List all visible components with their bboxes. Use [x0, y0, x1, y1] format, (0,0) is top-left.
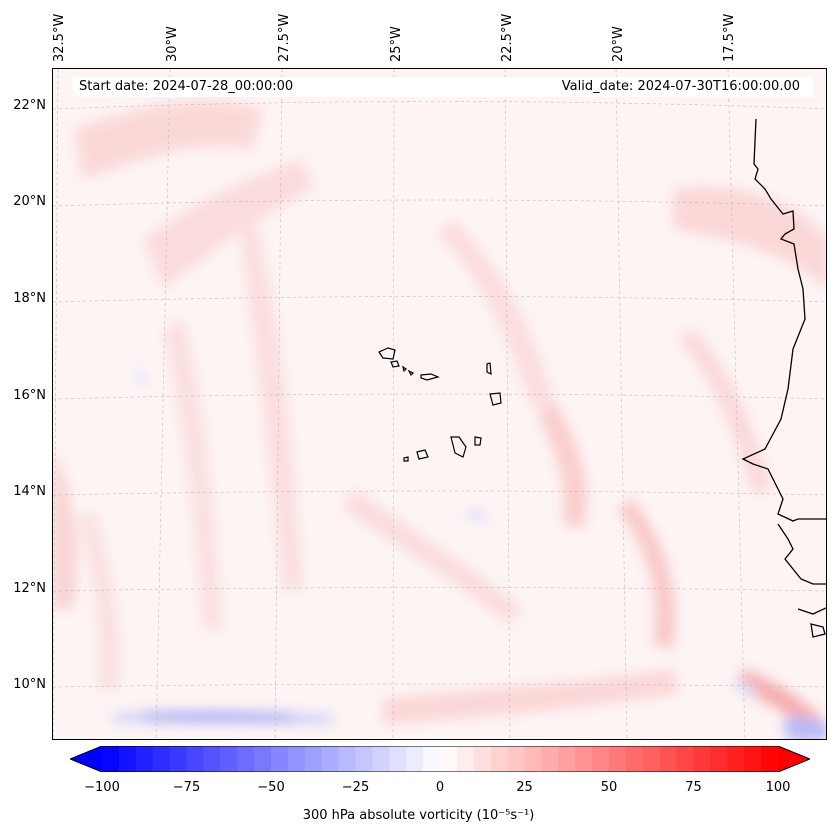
longitude-label: 30°W	[165, 26, 180, 62]
longitude-label: 20°W	[611, 26, 626, 62]
colorbar-swatch	[625, 746, 644, 772]
colorbar-swatch	[609, 746, 627, 772]
vorticity-field	[53, 69, 826, 739]
colorbar-swatch	[676, 746, 694, 772]
latitude-label: 18°N	[13, 291, 46, 306]
colorbar-swatch	[338, 746, 356, 772]
colorbar-swatch	[524, 746, 542, 772]
colorbar-swatch	[118, 746, 137, 772]
colorbar-swatch	[304, 746, 323, 772]
longitude-label: 27.5°W	[277, 13, 292, 62]
vorticity-shading	[53, 100, 826, 739]
colorbar-label: 300 hPa absolute vorticity (10⁻⁵s⁻¹)	[302, 808, 535, 823]
colorbar-swatch	[287, 746, 306, 772]
colorbar-swatch	[659, 746, 678, 772]
date-banner	[73, 77, 813, 97]
colorbar-swatch	[169, 746, 187, 772]
colorbar-swatch	[406, 746, 424, 772]
graticule	[53, 69, 826, 739]
colorbar-swatch	[423, 746, 441, 772]
colorbar-swatch	[135, 746, 154, 772]
colorbar-tick-label: 0	[435, 780, 445, 795]
colorbar-swatch	[744, 746, 762, 772]
colorbar-swatch	[592, 746, 610, 772]
valid-date: Valid_date: 2024-07-30T16:00:00.00	[561, 79, 800, 94]
colorbar-swatch	[271, 746, 289, 772]
colorbar-swatch	[761, 746, 779, 772]
colorbar-swatch	[321, 746, 340, 772]
longitude-label: 25°W	[389, 26, 404, 62]
colorbar-swatch	[389, 746, 407, 772]
colorbar-tick-label: 50	[600, 780, 618, 795]
latitude-label: 12°N	[13, 581, 46, 596]
colorbar-swatch	[710, 746, 728, 772]
colorbar-tick-label: −50	[257, 780, 285, 795]
colorbar-swatch	[152, 746, 171, 772]
colorbar-tick-label: 100	[765, 780, 791, 795]
colorbar-swatch	[473, 746, 492, 772]
colorbar-swatch	[102, 746, 120, 772]
longitude-label: 32.5°W	[52, 13, 67, 62]
colorbar-swatch	[642, 746, 661, 772]
colorbar-swatch	[440, 746, 458, 772]
colorbar-swatch	[693, 746, 711, 772]
longitude-label: 22.5°W	[500, 13, 515, 62]
coastline	[741, 118, 826, 638]
colorbar-swatch	[203, 746, 221, 772]
colorbar-swatch	[220, 746, 238, 772]
colorbar-min-extend	[70, 746, 102, 772]
colorbar-swatch	[507, 746, 525, 772]
colorbar-swatch	[186, 746, 204, 772]
latitude-label: 16°N	[13, 388, 46, 403]
colorbar-scale	[68, 745, 812, 773]
colorbar	[68, 745, 812, 773]
colorbar-tick-label: 25	[516, 780, 533, 795]
latitude-label: 20°N	[13, 194, 46, 209]
colorbar-swatch	[575, 746, 593, 772]
colorbar-swatch	[727, 746, 745, 772]
colorbar-tick-label: −75	[172, 780, 201, 795]
latitude-label: 10°N	[13, 677, 46, 692]
colorbar-tick-label: 75	[685, 780, 702, 795]
colorbar-swatch	[254, 746, 272, 772]
colorbar-swatch	[372, 746, 390, 772]
colorbar-tick-label: −25	[341, 780, 370, 795]
latitude-label: 14°N	[13, 484, 46, 499]
colorbar-swatch	[237, 746, 255, 772]
latitude-label: 22°N	[13, 98, 46, 113]
colorbar-swatch	[541, 746, 559, 772]
longitude-label: 17.5°W	[722, 13, 737, 62]
start-date: Start date: 2024-07-28_00:00:00	[79, 79, 294, 94]
colorbar-swatch	[558, 746, 576, 772]
colorbar-tick-label: −100	[84, 780, 120, 795]
cape-verde-islands	[378, 347, 502, 462]
colorbar-swatch	[456, 746, 475, 772]
colorbar-swatch	[355, 746, 373, 772]
colorbar-swatch	[490, 746, 509, 772]
map-panel: Start date: 2024-07-28_00:00:00 Valid_da…	[52, 68, 827, 740]
colorbar-max-extend	[778, 746, 810, 772]
